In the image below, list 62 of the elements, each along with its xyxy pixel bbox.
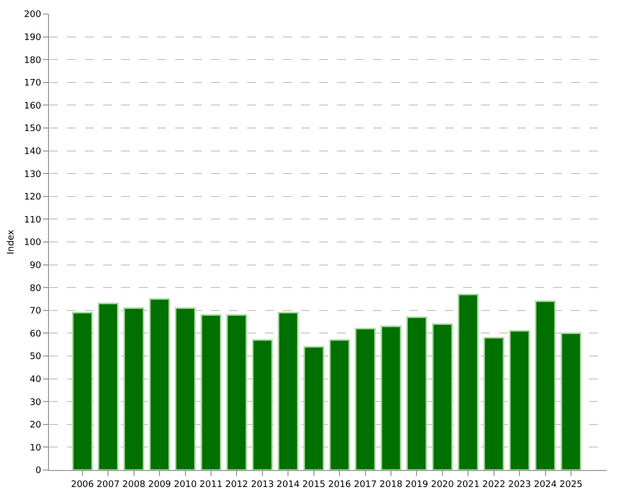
bar (380, 326, 402, 470)
y-tick-label: 180 (24, 56, 42, 66)
bar (72, 312, 93, 470)
x-tick-label: 2006 (70, 480, 94, 490)
x-tick-label: 2022 (482, 480, 506, 490)
x-tick-label: 2014 (276, 480, 300, 490)
bar (303, 346, 324, 470)
y-tick-label: 100 (24, 238, 42, 248)
x-tick-label: 2007 (96, 480, 120, 490)
x-tick-label: 2019 (405, 480, 428, 490)
y-tick-label: 120 (24, 192, 42, 203)
x-tick-label: 2020 (430, 480, 454, 490)
bar (278, 312, 299, 470)
x-tick-label: 2016 (328, 480, 352, 490)
x-tick-label: 2017 (354, 480, 377, 490)
x-tick-label: 2013 (250, 480, 274, 490)
bar (560, 332, 582, 470)
bar (174, 307, 196, 470)
y-axis-title: Index (6, 228, 16, 254)
bar (483, 337, 504, 470)
y-tick-label: 130 (24, 170, 42, 180)
y-tick-label: 60 (30, 329, 42, 340)
bar (226, 314, 248, 470)
x-tick-label: 2023 (508, 480, 532, 490)
y-tick-label: 170 (24, 78, 42, 89)
y-tick-label: 30 (30, 398, 42, 408)
x-tick-label: 2012 (225, 480, 248, 490)
y-tick-label: 40 (30, 374, 42, 385)
bar (123, 307, 144, 470)
y-tick-label: 50 (30, 352, 42, 362)
x-tick-label: 2009 (148, 480, 172, 490)
x-tick-label: 2025 (560, 480, 582, 490)
y-tick-label: 0 (35, 466, 42, 476)
bar (252, 339, 273, 470)
bar (432, 323, 453, 470)
y-tick-label: 150 (24, 124, 42, 134)
y-tick-label: 90 (30, 260, 42, 271)
x-tick-label: 2015 (302, 480, 326, 490)
y-tick-label: 190 (24, 32, 42, 43)
bar (534, 300, 556, 470)
bar (406, 316, 428, 470)
x-tick-label: 2011 (200, 480, 222, 490)
y-tick-label: 200 (24, 10, 42, 20)
x-tick-label: 2018 (380, 480, 403, 490)
y-tick-label: 10 (30, 443, 42, 454)
x-tick-label: 2024 (534, 480, 558, 490)
bar (509, 330, 530, 470)
y-tick-label: 110 (24, 215, 42, 226)
bar (329, 339, 350, 470)
y-tick-label: 140 (24, 146, 42, 157)
bar (149, 298, 170, 470)
bar (200, 314, 222, 470)
y-tick-label: 80 (30, 284, 42, 294)
x-tick-label: 2008 (122, 480, 146, 490)
x-tick-label: 2021 (456, 480, 480, 490)
y-tick-label: 160 (24, 101, 42, 112)
bar (458, 294, 479, 470)
x-tick-label: 2010 (174, 480, 198, 490)
bar (98, 302, 119, 470)
y-tick-label: 20 (30, 420, 42, 431)
y-tick-label: 70 (30, 306, 42, 317)
bar (354, 328, 376, 470)
